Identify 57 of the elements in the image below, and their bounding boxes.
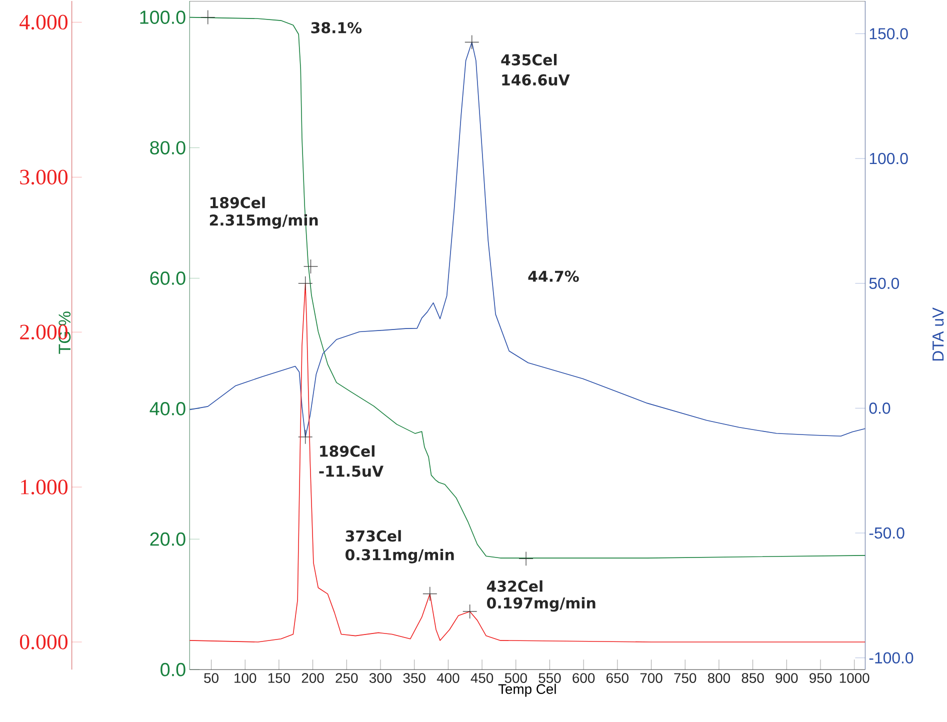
line-series [190, 42, 866, 438]
x-tick-label: 350 [403, 672, 426, 683]
annotation: 38.1% [311, 22, 362, 34]
y-tick-label: 60.0 [150, 271, 186, 285]
x-tick-label: 1000 [840, 672, 870, 683]
x-tick-label: 600 [572, 672, 595, 683]
x-tick-label: 300 [369, 672, 392, 683]
y3-tick-label: 4.000 [20, 14, 68, 30]
annotation: 146.6uV [502, 74, 570, 86]
x-tick-label: 750 [674, 672, 696, 683]
x-axis-title: Temp Cel [498, 684, 556, 697]
point [422, 586, 438, 601]
annotation: 0.197mg/min [487, 596, 596, 612]
x-tick-label: 50 [204, 672, 218, 683]
y3-tick-label: 3.000 [20, 170, 68, 184]
point [200, 10, 216, 24]
x-tick-label: 900 [776, 672, 798, 683]
y3-tick-label: 0.000 [20, 634, 68, 650]
y2-tick-label: 0.0 [869, 402, 890, 414]
x-tick-label: 650 [606, 672, 628, 683]
x-tick-label: 250 [336, 672, 358, 683]
x-tick-label: 550 [538, 672, 561, 683]
annotation: 189Cel [210, 196, 265, 208]
y-tick-label: 0.0 [160, 662, 186, 676]
x-tick-label: 850 [742, 672, 764, 683]
y-tick-label: 40.0 [150, 402, 186, 416]
y2-tick-label: 150.0 [870, 28, 908, 40]
point [462, 604, 478, 619]
annotation: 373Cel [346, 530, 401, 542]
x-tick-label: 150 [268, 672, 290, 683]
y2-tick-label: -100.0 [869, 652, 914, 664]
annotation: -11.5uV [319, 466, 384, 477]
y2-tick-label: 100.0 [870, 152, 908, 164]
x-tick-label: 950 [810, 672, 832, 683]
y2-tick-label: 50.0 [869, 277, 900, 289]
annotation: 44.7% [528, 270, 579, 282]
x-tick-label: 200 [302, 672, 324, 683]
x-tick-label: 450 [470, 672, 494, 683]
annotation: 435Cel [501, 54, 557, 66]
x-tick-label: 100 [234, 672, 256, 683]
x-tick-label: 400 [436, 672, 460, 683]
annotation: 189Cel [320, 445, 374, 457]
x-tick-label: 500 [504, 672, 527, 683]
x-tick-label: 800 [708, 672, 730, 683]
point [303, 258, 318, 274]
annotation: 432Cel [486, 580, 542, 592]
y2-axis-title: DTA uV [932, 307, 944, 360]
y-tick-label: 80.0 [150, 140, 186, 154]
y3-tick-label: 1.000 [21, 479, 68, 494]
y2-tick-label: -50.0 [869, 527, 904, 538]
annotation: 0.311mg/min [346, 548, 454, 564]
x-tick-label: 700 [640, 672, 662, 683]
y-tick-label: 20.0 [150, 532, 186, 546]
line-series [190, 282, 866, 642]
y-tick-label: 100.0 [140, 10, 186, 24]
point [518, 551, 534, 566]
point [298, 276, 313, 290]
